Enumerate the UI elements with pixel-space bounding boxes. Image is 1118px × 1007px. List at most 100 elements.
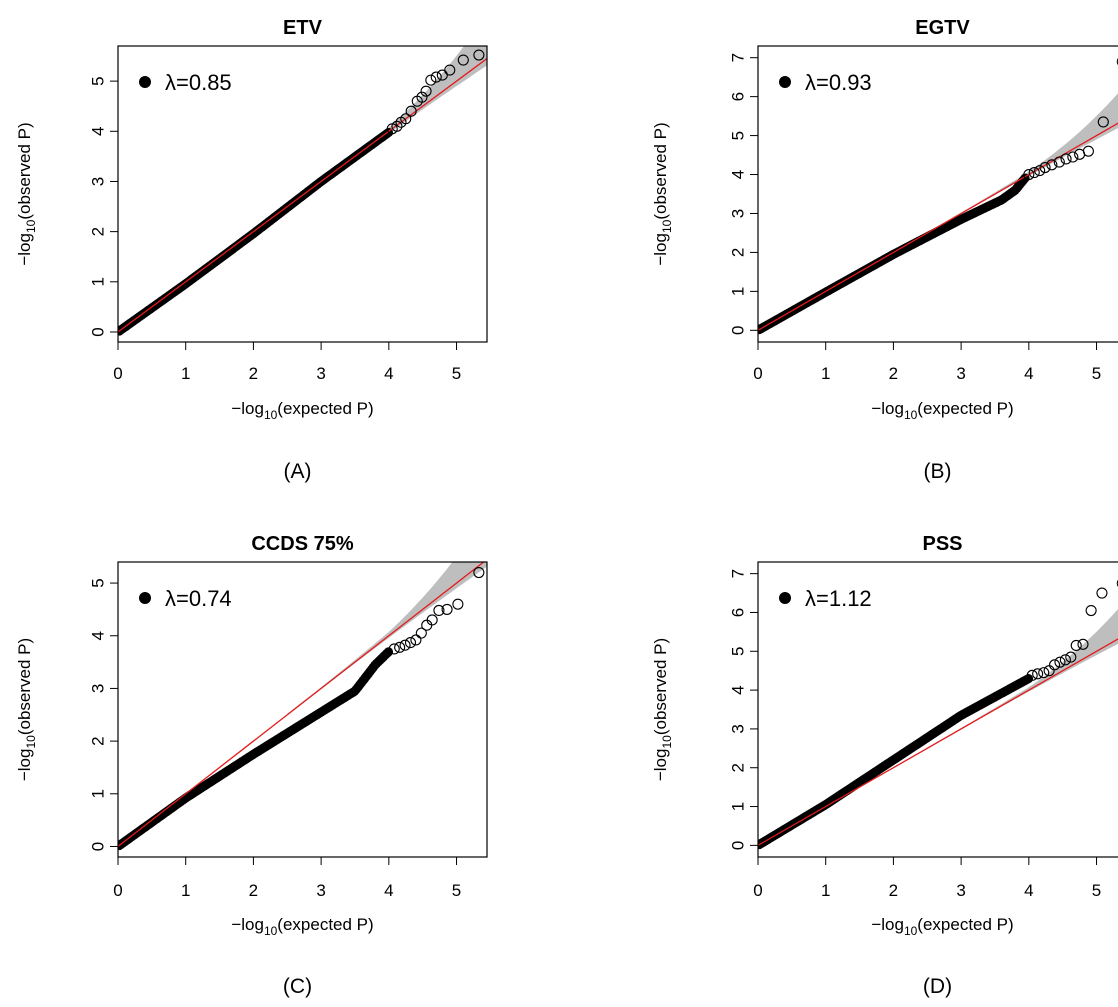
outlier-point: [391, 120, 403, 132]
outlier-point: [1096, 587, 1108, 599]
y-tick-label: 4: [729, 170, 748, 179]
y-axis-label: −log10(observed P): [15, 122, 38, 265]
x-tick-label: 4: [1024, 881, 1033, 900]
legend-marker: [139, 592, 151, 604]
reference-line: [118, 562, 485, 847]
x-tick-label: 0: [753, 881, 762, 900]
outlier-point: [400, 113, 412, 125]
y-tick-label: 2: [89, 227, 108, 236]
legend: λ=1.12: [779, 586, 872, 611]
x-tick-label: 4: [1024, 364, 1033, 383]
y-tick-label: 0: [89, 842, 108, 851]
panel-c: 0 1 2 3 4 5 0 1 2 3 4 5 CCDS 75% λ=0.74 −log10(expecte…: [15, 533, 488, 998]
outlier-point: [1085, 604, 1097, 617]
x-tick-label: 3: [316, 881, 325, 900]
plot-area: [118, 562, 487, 851]
x-axis-label: −log10(expected P): [871, 915, 1013, 938]
y-tick-label: 3: [729, 209, 748, 218]
y-axis-label: −log10(observed P): [15, 638, 38, 781]
x-axis-label: −log10(expected P): [231, 399, 373, 422]
plot-frame: [757, 561, 1118, 858]
y-tick-label: 0: [729, 841, 748, 850]
y-axis: 0 1 2 3 4 5 6 7: [729, 53, 758, 335]
reference-line: [758, 638, 1118, 846]
panel-a: 0 1 2 3 4 5 0 1 2 3 4 5 ETV λ=0.85 −log10(expected P) −…: [15, 17, 488, 483]
outlier-point: [473, 566, 485, 579]
legend-label: λ=0.85: [165, 70, 232, 95]
panel-caption: (D): [923, 975, 952, 998]
panel-title: PSS: [922, 533, 962, 555]
y-tick-label: 7: [729, 53, 748, 62]
panel-b: 0 1 2 3 4 5 0 1 2 3 4 5 6 7 EGTV λ=0.93 −log10(expected …: [651, 17, 1118, 483]
y-tick-label: 2: [729, 248, 748, 257]
x-axis: 0 1 2 3 4 5: [113, 342, 461, 383]
plot-frame: [117, 45, 488, 343]
y-tick-label: 3: [89, 177, 108, 186]
y-tick-label: 5: [729, 131, 748, 140]
outlier-point: [430, 71, 442, 83]
x-tick-label: 1: [181, 364, 190, 383]
outlier-point: [404, 637, 417, 649]
plot-area: [758, 58, 1118, 335]
outlier-point: [1116, 58, 1118, 66]
legend-label: λ=0.74: [165, 586, 232, 611]
outlier-point: [444, 64, 456, 76]
y-tick-label: 3: [729, 724, 748, 733]
outlier-point: [473, 49, 485, 61]
y-tick-label: 1: [89, 789, 108, 798]
x-tick-label: 1: [821, 881, 830, 900]
outlier-point: [1039, 161, 1051, 174]
legend-marker: [779, 592, 791, 604]
outlier-point: [1097, 116, 1109, 128]
x-tick-label: 3: [956, 364, 965, 383]
outlier-point: [421, 619, 433, 631]
x-axis: 0 1 2 3 4 5: [753, 857, 1101, 900]
outlier-point: [1116, 579, 1118, 587]
y-axis-label: −log10(observed P): [651, 638, 674, 781]
x-axis-label: −log10(expected P): [871, 399, 1013, 422]
plot-frame: [757, 45, 1118, 343]
legend-label: λ=0.93: [805, 70, 872, 95]
outlier-point: [1065, 651, 1077, 663]
x-axis-label: −log10(expected P): [231, 915, 373, 938]
outlier-point: [1070, 639, 1082, 652]
y-axis-label: −log10(observed P): [651, 122, 674, 265]
y-tick-label: 4: [89, 631, 108, 640]
x-tick-label: 5: [1092, 364, 1101, 383]
x-tick-label: 0: [753, 364, 762, 383]
outlier-point: [416, 91, 428, 103]
outlier-point: [1059, 654, 1071, 666]
x-tick-label: 5: [452, 364, 461, 383]
outlier-point: [457, 54, 469, 66]
legend-label: λ=1.12: [805, 586, 872, 611]
plot-frame: [117, 561, 488, 858]
y-tick-label: 3: [89, 684, 108, 693]
y-tick-label: 5: [729, 647, 748, 656]
y-tick-label: 7: [729, 569, 748, 578]
y-tick-label: 2: [89, 736, 108, 745]
outlier-point: [410, 634, 422, 646]
legend: λ=0.74: [139, 586, 232, 611]
y-tick-label: 1: [729, 287, 748, 296]
outlier-point: [1026, 669, 1038, 681]
x-tick-label: 2: [249, 881, 258, 900]
panel-caption: (B): [924, 460, 952, 483]
outlier-point: [1082, 145, 1094, 157]
x-tick-label: 0: [113, 881, 122, 900]
plot-area: [118, 46, 487, 336]
y-tick-label: 5: [89, 76, 108, 85]
legend-marker: [779, 76, 791, 88]
y-axis: 0 1 2 3 4 5: [89, 76, 118, 337]
confidence-band: [287, 562, 487, 716]
y-tick-label: 0: [729, 326, 748, 335]
panel-title: ETV: [283, 17, 323, 39]
y-tick-label: 5: [89, 578, 108, 587]
outlier-point: [426, 614, 438, 626]
outlier-point: [1023, 168, 1035, 181]
y-tick-label: 4: [89, 127, 108, 136]
y-tick-label: 4: [729, 685, 748, 694]
panel-title: CCDS 75%: [251, 533, 353, 555]
y-axis: 0 1 2 3 4 5 6 7: [729, 569, 758, 850]
x-axis: 0 1 2 3 4 5: [753, 342, 1101, 383]
